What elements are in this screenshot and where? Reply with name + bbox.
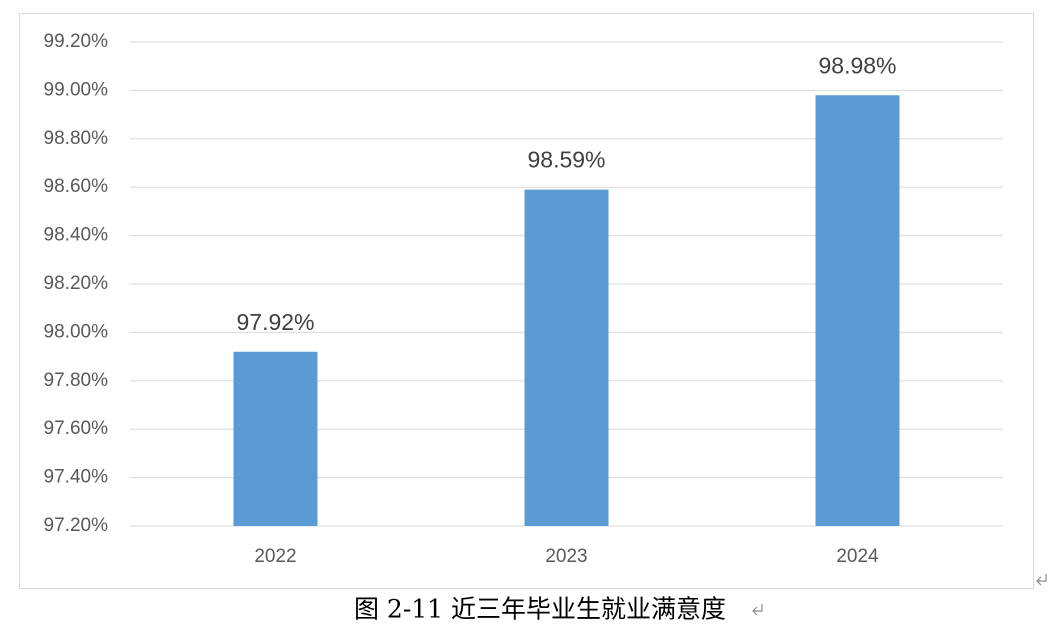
paragraph-mark <box>1036 574 1047 586</box>
bar <box>815 95 900 527</box>
y-tick-label: 97.20% <box>44 515 109 536</box>
y-tick-label: 99.00% <box>44 79 109 100</box>
x-tick-label: 2024 <box>836 546 879 567</box>
y-tick-label: 97.80% <box>44 370 109 391</box>
y-tick-label: 98.80% <box>44 128 109 149</box>
data-label: 97.92% <box>236 309 314 335</box>
bar <box>524 189 609 526</box>
y-tick-label: 98.40% <box>44 225 109 246</box>
bar <box>233 351 318 526</box>
y-tick-label: 98.60% <box>44 176 109 197</box>
y-tick-label: 98.20% <box>44 273 109 294</box>
data-label: 98.59% <box>527 147 605 173</box>
y-tick-label: 97.40% <box>44 467 109 488</box>
data-label: 98.98% <box>818 52 896 78</box>
x-tick-label: 2023 <box>545 546 587 567</box>
y-tick-label: 99.20% <box>44 31 109 52</box>
x-tick-label: 2022 <box>254 546 296 567</box>
y-tick-label: 98.00% <box>44 321 109 342</box>
paragraph-mark <box>752 604 763 616</box>
y-tick-label: 97.60% <box>44 418 109 439</box>
caption: 图 2-11 近三年毕业生就业满意度 <box>354 595 726 624</box>
